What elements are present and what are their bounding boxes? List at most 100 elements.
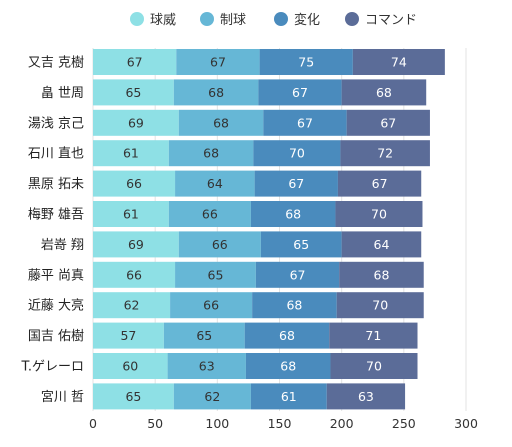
- bar-value-label: 61: [123, 146, 139, 161]
- bar-value-label: 74: [391, 55, 407, 70]
- bar-value-label: 68: [279, 328, 295, 343]
- bar-value-label: 65: [196, 328, 212, 343]
- x-tick-label: 100: [205, 416, 229, 431]
- bar-value-label: 57: [120, 328, 136, 343]
- bar-segment: [173, 79, 259, 106]
- bar-segment: [254, 170, 338, 197]
- bar-value-label: 66: [126, 267, 142, 282]
- legend-swatch: [345, 12, 359, 26]
- bar-segment: [341, 79, 427, 106]
- bar-value-label: 68: [374, 267, 390, 282]
- bar-segment: [93, 170, 176, 197]
- bar-segment: [340, 140, 430, 167]
- bar-value-label: 75: [298, 55, 314, 70]
- legend-swatch: [274, 12, 288, 26]
- bar-value-label: 61: [123, 207, 139, 222]
- bar-segment: [168, 140, 254, 167]
- category-label: 宮川 哲: [41, 389, 84, 405]
- bar-segment: [178, 231, 261, 258]
- bar-value-label: 65: [125, 85, 141, 100]
- bar-segment: [93, 140, 169, 167]
- bar-segment: [341, 231, 422, 258]
- bar-segment: [167, 353, 246, 379]
- bar-value-label: 67: [372, 176, 388, 191]
- bar-value-label: 67: [380, 115, 396, 130]
- x-tick-label: 150: [268, 416, 292, 431]
- bar-segment: [253, 140, 341, 167]
- bar-segment: [93, 353, 168, 379]
- bar-value-label: 62: [204, 389, 220, 404]
- value-axis: 0 50 100 150 200 250 300: [89, 416, 478, 431]
- bar-value-label: 66: [203, 298, 219, 313]
- bar-value-label: 70: [366, 359, 382, 374]
- bar-value-label: 67: [292, 85, 308, 100]
- bar-segment: [245, 353, 331, 379]
- x-tick-label: 250: [392, 416, 416, 431]
- bar-segment: [244, 322, 330, 349]
- bar-segment: [330, 353, 418, 379]
- bar-segment: [260, 231, 342, 258]
- bar-value-label: 72: [377, 146, 393, 161]
- bar-segment: [170, 292, 253, 319]
- category-label: 梅野 雄吾: [28, 208, 84, 223]
- bar-value-label: 65: [125, 389, 141, 404]
- bar-value-label: 70: [289, 146, 305, 161]
- grid-lines: [92, 48, 467, 411]
- bar-segment: [352, 49, 445, 75]
- bar-value-label: 68: [203, 146, 219, 161]
- bar-value-label: 68: [213, 115, 229, 130]
- category-label: 黒原 拓未: [28, 177, 84, 192]
- bar-value-label: 70: [371, 207, 387, 222]
- legend-label: コマンド: [365, 13, 417, 28]
- x-tick-label: 50: [147, 416, 163, 431]
- bar-segment: [93, 322, 164, 349]
- x-tick-label: 200: [330, 416, 354, 431]
- legend-item: 球威: [130, 12, 176, 28]
- bar-segment: [93, 231, 179, 258]
- bar-value-label: 66: [212, 237, 228, 252]
- category-label: 岩嵜 翔: [41, 238, 84, 253]
- bar-value-label: 67: [290, 267, 306, 282]
- legend-item: 制球: [200, 12, 246, 28]
- bar-segment: [168, 201, 251, 227]
- bar-segment: [326, 383, 406, 410]
- bar-value-label: 64: [207, 176, 223, 191]
- legend-label: 球威: [150, 13, 176, 28]
- category-label: 藤平 尚真: [28, 268, 84, 283]
- bar-segment: [339, 261, 424, 288]
- bar-value-label: 68: [285, 207, 301, 222]
- bar-segment: [263, 109, 347, 136]
- bar-segment: [173, 383, 251, 410]
- legend: 球威 制球 変化 コマンド: [130, 12, 417, 28]
- bar-value-label: 61: [281, 389, 297, 404]
- bar-segment: [250, 201, 336, 227]
- legend-swatch: [130, 12, 144, 26]
- bar-segment: [175, 261, 256, 288]
- x-tick-label: 0: [89, 416, 97, 431]
- bar-segment: [252, 292, 337, 319]
- bar-segment: [93, 292, 171, 319]
- bar-value-label: 68: [208, 85, 224, 100]
- bar-segment: [93, 79, 174, 106]
- bar-value-label: 68: [280, 359, 296, 374]
- bar-value-label: 70: [372, 298, 388, 313]
- bar-value-label: 60: [122, 359, 138, 374]
- bar-segment: [259, 49, 353, 75]
- bars: 67 67 75 74 65 68 67 68 69 68 67 67 61 68 70 72 66 64 67 67…: [93, 49, 445, 410]
- bar-segment: [163, 322, 245, 349]
- bar-segment: [250, 383, 327, 410]
- bar-segment: [336, 292, 424, 319]
- category-label: 国吉 佑樹: [28, 329, 84, 344]
- bar-segment: [258, 79, 342, 106]
- legend-swatch: [200, 12, 214, 26]
- category-label: 石川 直也: [28, 147, 84, 162]
- bar-value-label: 66: [202, 207, 218, 222]
- bar-value-label: 67: [210, 55, 226, 70]
- legend-item: 変化: [274, 12, 320, 28]
- bar-value-label: 65: [293, 237, 309, 252]
- category-label: 湯浅 京己: [28, 116, 84, 131]
- bar-value-label: 71: [365, 328, 381, 343]
- bar-segment: [93, 261, 176, 288]
